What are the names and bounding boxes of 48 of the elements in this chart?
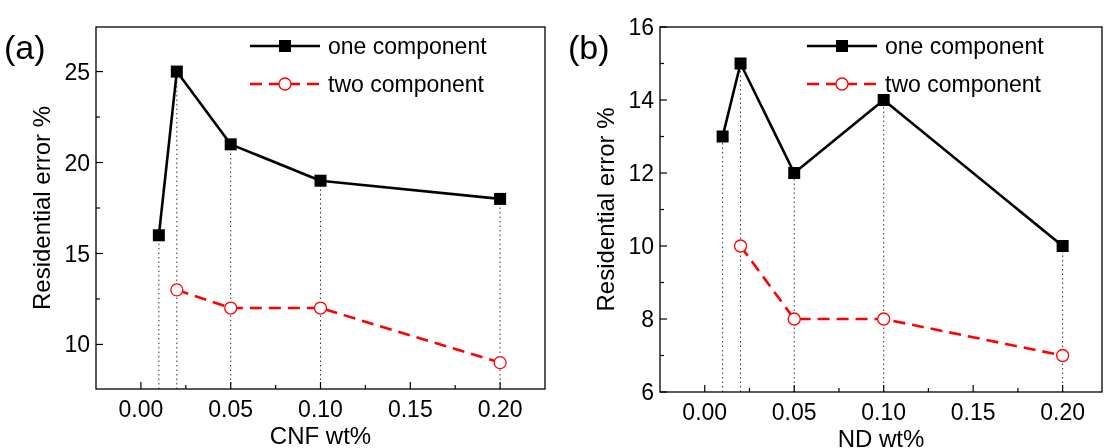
- y-tick-label: 8: [641, 306, 654, 333]
- x-tick-label: 0.20: [477, 396, 523, 422]
- x-tick-label: 0.05: [208, 396, 254, 422]
- y-axis-title: Residential error %: [592, 107, 619, 312]
- x-tick-label: 0.15: [950, 399, 996, 425]
- x-axis-title: ND wt%: [837, 425, 925, 448]
- point: [787, 312, 801, 326]
- point: [224, 301, 238, 315]
- x-tick-label: 0.20: [1040, 399, 1086, 425]
- x-tick-label: 0.00: [682, 399, 728, 425]
- y-tick-label: 20: [64, 149, 90, 176]
- y-tick-label: 16: [628, 14, 654, 41]
- x-axis-title: CNF wt%: [269, 422, 372, 448]
- point: [877, 94, 890, 106]
- point: [224, 138, 237, 151]
- point: [877, 312, 891, 326]
- x-tick-label: 0.15: [387, 396, 433, 422]
- y-tick-label: 10: [64, 331, 90, 358]
- x-tick-label: 0.05: [771, 399, 817, 425]
- point: [314, 174, 327, 187]
- y-tick-label: 15: [64, 240, 90, 267]
- y-tick-label: 12: [628, 160, 654, 187]
- legend-label: two component: [885, 71, 1042, 98]
- y-tick-label: 25: [64, 58, 90, 85]
- y-axis-title: Residential error %: [28, 105, 55, 311]
- point: [1056, 240, 1069, 252]
- point: [716, 130, 729, 143]
- y-tick-label: 10: [628, 233, 654, 260]
- point: [788, 167, 801, 179]
- point: [1055, 348, 1070, 363]
- x-tick-label: 0.10: [861, 399, 907, 425]
- text: (b): [568, 28, 610, 66]
- point: [170, 65, 183, 78]
- legend-label: one component: [885, 33, 1045, 60]
- point: [493, 355, 507, 370]
- x-tick-label: 0.00: [118, 396, 164, 422]
- y-tick-label: 14: [628, 87, 655, 114]
- point: [734, 57, 747, 70]
- legend-label: two component: [328, 71, 485, 98]
- point: [733, 239, 748, 253]
- y-tick-label: 6: [641, 379, 654, 406]
- point: [170, 283, 184, 297]
- text: (a): [4, 28, 46, 66]
- point: [494, 192, 507, 205]
- point: [313, 301, 328, 315]
- point: [152, 229, 165, 242]
- legend-label: one component: [328, 33, 488, 60]
- x-tick-label: 0.10: [298, 396, 343, 422]
